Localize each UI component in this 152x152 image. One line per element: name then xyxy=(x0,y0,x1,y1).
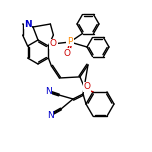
Text: P: P xyxy=(67,36,73,45)
Text: O: O xyxy=(83,82,90,91)
Text: O: O xyxy=(50,40,57,48)
Text: N: N xyxy=(24,20,32,29)
Text: N: N xyxy=(45,86,51,95)
Text: O: O xyxy=(64,48,71,57)
Text: N: N xyxy=(47,111,53,119)
